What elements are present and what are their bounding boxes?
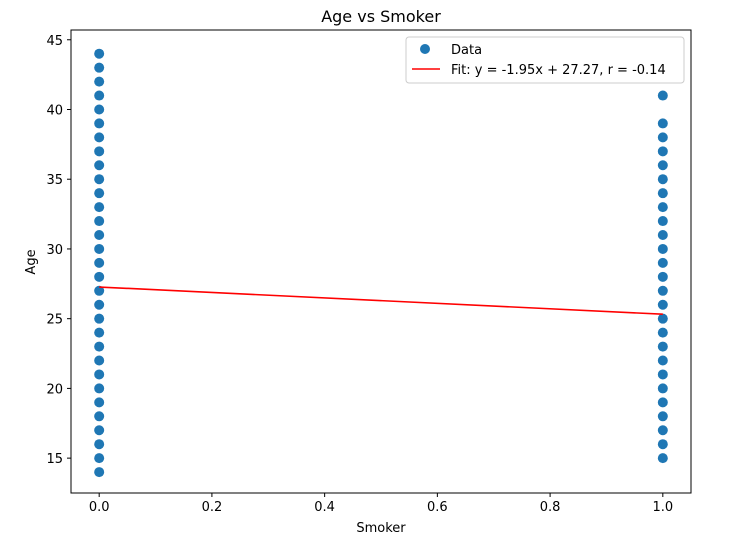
data-point (657, 271, 668, 282)
data-point (94, 48, 105, 59)
data-point (657, 132, 668, 143)
x-axis-label: Smoker (356, 521, 406, 536)
data-point (94, 313, 105, 324)
data-point (94, 411, 105, 422)
data-point (657, 439, 668, 450)
data-point (657, 383, 668, 394)
chart-title: Age vs Smoker (321, 7, 441, 26)
data-point (94, 341, 105, 352)
data-point (657, 216, 668, 227)
data-point (657, 453, 668, 464)
data-point (94, 467, 105, 478)
x-axis-ticks: 0.0 0.2 0.4 0.6 0.8 1.0 (89, 493, 673, 515)
data-point (94, 369, 105, 380)
x-tick-label: 0.0 (89, 500, 110, 515)
x-tick-label: 0.8 (540, 500, 561, 515)
data-point (94, 271, 105, 282)
y-tick-label: 45 (46, 34, 63, 49)
y-tick-label: 30 (46, 243, 63, 258)
data-point (657, 174, 668, 185)
data-point (657, 355, 668, 366)
data-point (657, 243, 668, 254)
data-point (94, 243, 105, 254)
x-tick-label: 1.0 (652, 500, 673, 515)
data-point (94, 383, 105, 394)
fit-lines (99, 286, 663, 316)
data-point (657, 313, 668, 324)
data-point (657, 90, 668, 101)
legend-label-fit: Fit: y = -1.95x + 27.27, r = -0.14 (451, 63, 666, 78)
data-point (657, 299, 668, 310)
data-point (94, 355, 105, 366)
y-tick-label: 40 (46, 103, 63, 118)
data-point (657, 327, 668, 338)
x-tick-label: 0.4 (314, 500, 335, 515)
data-point (94, 146, 105, 157)
data-point (657, 160, 668, 171)
data-point (94, 285, 105, 296)
data-point (94, 104, 105, 115)
data-point (657, 285, 668, 296)
data-point (657, 341, 668, 352)
data-point (94, 453, 105, 464)
y-tick-label: 35 (46, 173, 63, 188)
data-point (657, 411, 668, 422)
y-axis-label: Age (24, 249, 39, 274)
data-point (94, 327, 105, 338)
plot-frame (70, 29, 692, 494)
y-tick-label: 25 (46, 313, 63, 328)
data-point (94, 188, 105, 199)
data-point (657, 425, 668, 436)
plot-area (70, 29, 692, 494)
legend-label-data: Data (451, 43, 482, 58)
data-point (94, 230, 105, 241)
x-tick-label: 0.2 (202, 500, 223, 515)
data-point (657, 230, 668, 241)
data-point (94, 76, 105, 87)
data-point (657, 188, 668, 199)
data-point (94, 425, 105, 436)
data-point (94, 299, 105, 310)
data-point (657, 397, 668, 408)
legend-box (405, 36, 685, 84)
data-point (94, 439, 105, 450)
y-tick-label: 15 (46, 452, 63, 467)
y-tick-label: 20 (46, 382, 63, 397)
data-point (94, 174, 105, 185)
data-point (94, 160, 105, 171)
y-axis-ticks: 15 20 25 30 35 40 45 (46, 34, 71, 467)
data-point (94, 62, 105, 73)
data-point (94, 216, 105, 227)
data-point (657, 118, 668, 129)
data-point (94, 202, 105, 213)
data-point (657, 202, 668, 213)
data-point (94, 118, 105, 129)
data-point (94, 90, 105, 101)
data-point (657, 146, 668, 157)
data-points (94, 48, 668, 478)
data-point (657, 257, 668, 268)
x-tick-label: 0.6 (427, 500, 448, 515)
legend-marker-data (420, 44, 430, 54)
data-point (94, 132, 105, 143)
data-point (94, 397, 105, 408)
fit-line (99, 286, 663, 316)
data-point (94, 257, 105, 268)
legend: Data Fit: y = -1.95x + 27.27, r = -0.14 (405, 36, 685, 84)
data-point (657, 369, 668, 380)
